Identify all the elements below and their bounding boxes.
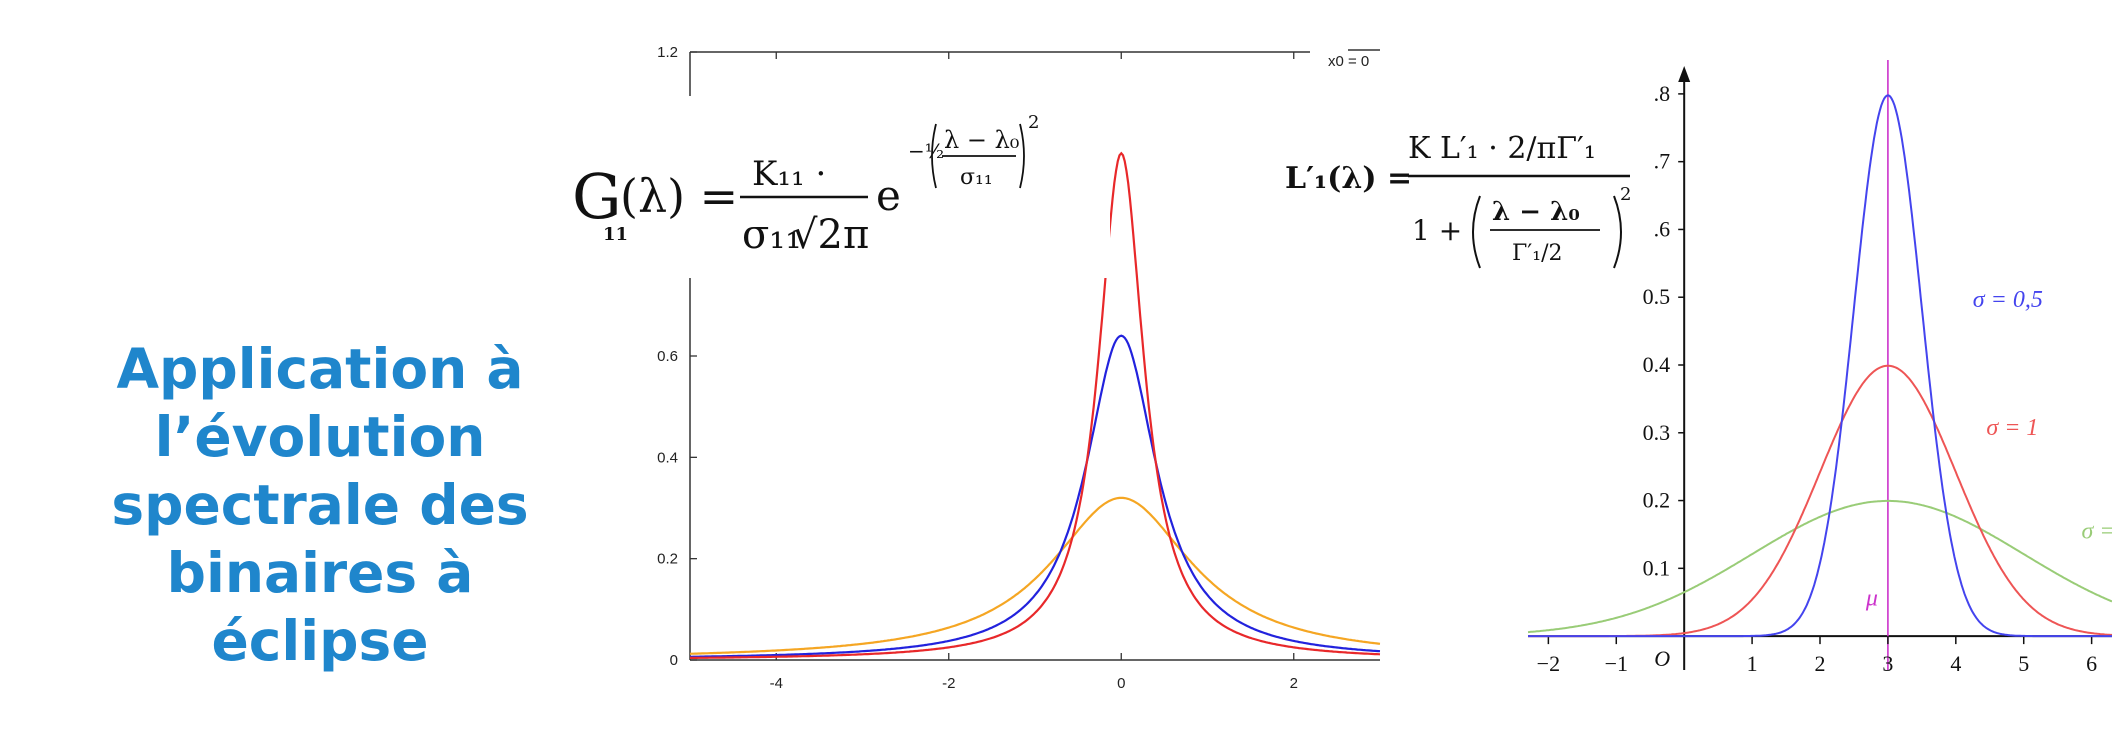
series-line (690, 151, 1381, 659)
right-curves (1527, 94, 2112, 638)
x-tick-label: 1 (1747, 651, 1758, 676)
formula-G-sub: 11 (603, 224, 628, 245)
x-tick-label: 0 (1117, 675, 1125, 692)
origin-label: O (1654, 646, 1670, 671)
right-formula-backdrop (1400, 100, 1640, 280)
left-curves (689, 151, 1381, 659)
exp-parens (931, 123, 1025, 189)
x-tick-label: 4 (1950, 651, 1961, 676)
mu-label: μ (1865, 586, 1878, 612)
right-series-labels: σ = 0,5 σ = 1 σ = 2 μ (1865, 287, 2112, 611)
formula-L-lhs: L′₁(λ) = (1285, 161, 1412, 196)
title-line: Application à (116, 337, 524, 401)
formula-G-num: K₁₁ · (752, 154, 826, 194)
x-tick-label: 5 (2018, 651, 2029, 676)
formula-L-den-one: 1 + (1412, 214, 1462, 247)
formula-L-pow: 2 (1620, 184, 1631, 205)
formula-L-num: K L′₁ · 2/πΓ′₁ (1408, 131, 1596, 166)
series-line (1528, 364, 2112, 638)
y-tick-label: 0.6 (657, 348, 678, 365)
gaussian-formula: G 11 (λ) = K₁₁ · σ₁₁ √2π e −½ λ − λ₀ σ₁₁… (572, 112, 1039, 258)
x-tick-label: 6 (2086, 651, 2097, 676)
slide-title: Application à l’évolution spectrale des … (40, 335, 600, 675)
x-tick-label: 2 (1290, 675, 1298, 692)
x-tick-label: −1 (1605, 651, 1628, 676)
L-den-parens (1472, 195, 1622, 269)
y-tick-label: 0.2 (657, 551, 678, 568)
formula-exp-frac: −½ (908, 139, 944, 163)
y-tick-label-top: 1.2 (657, 44, 678, 61)
lorentzian-chart: -4 -2 0 2 0 0.2 0.4 0.6 1.2 x0 = 0 (657, 44, 1381, 692)
lorentzian-formula: L′₁(λ) = K L′₁ · 2/πΓ′₁ 1 + λ − λ₀ Γ′₁/2… (1285, 131, 1631, 269)
x-tick-label: −2 (1537, 651, 1560, 676)
series-label: σ = 0,5 (1973, 287, 2043, 313)
x-tick-label: 2 (1815, 651, 1826, 676)
series-label: σ = 2 (2081, 518, 2112, 544)
formula-L-den-den: Γ′₁/2 (1512, 241, 1563, 266)
formula-exp-num: λ − λ₀ (944, 126, 1019, 154)
x-tick-label: -2 (942, 675, 955, 692)
right-tick-labels: −2 −1 1 2 3 4 5 6 O 0.1 0.2 0.3 0.4 0.5 .6 .7 .8 (1537, 81, 2097, 676)
y-tick-label: .8 (1654, 81, 1671, 106)
title-line: éclipse (211, 609, 429, 673)
y-tick-label: .7 (1654, 149, 1671, 174)
formula-L-den-num: λ − λ₀ (1492, 197, 1580, 227)
y-tick-label: 0.1 (1643, 555, 1671, 580)
formula-G-arg: (λ) = (620, 169, 738, 223)
formula-G: G (572, 160, 622, 233)
gaussian-chart: −2 −1 1 2 3 4 5 6 O 0.1 0.2 0.3 0.4 0.5 .6 .7 .8 σ = 0,5… (1527, 60, 2112, 676)
y-tick-label: .6 (1654, 216, 1671, 241)
y-tick-label: 0 (670, 652, 678, 669)
series-label: σ = 1 (1986, 415, 2038, 441)
title-line: l’évolution (154, 405, 486, 469)
y-tick-label: 0.5 (1643, 284, 1671, 309)
y-tick-label: 0.3 (1643, 420, 1671, 445)
series-line (1527, 499, 2112, 634)
title-line: binaires à (166, 541, 474, 605)
series-line (1528, 94, 2112, 638)
y-tick-label: 0.4 (657, 449, 678, 466)
left-tick-labels: -4 -2 0 2 0 0.2 0.4 0.6 1.2 x0 = 0 (657, 44, 1369, 692)
formula-G-den-sigma: σ₁₁ (742, 212, 801, 258)
y-tick-label: 0.2 (1643, 488, 1671, 513)
formula-e: e (876, 171, 901, 220)
series-line (689, 496, 1381, 655)
formula-exp-den: σ₁₁ (960, 165, 993, 190)
legend-fragment: x0 = 0 (1328, 53, 1369, 70)
formula-G-den-root: √2π (792, 212, 869, 258)
title-line: spectrale des (111, 473, 529, 537)
y-tick-label: 0.4 (1643, 352, 1671, 377)
y-axis-arrow (1678, 66, 1691, 82)
x-tick-label: 3 (1882, 651, 1893, 676)
x-tick-label: -4 (770, 675, 783, 692)
formula-exp-pow: 2 (1028, 112, 1039, 133)
series-line (690, 334, 1381, 658)
